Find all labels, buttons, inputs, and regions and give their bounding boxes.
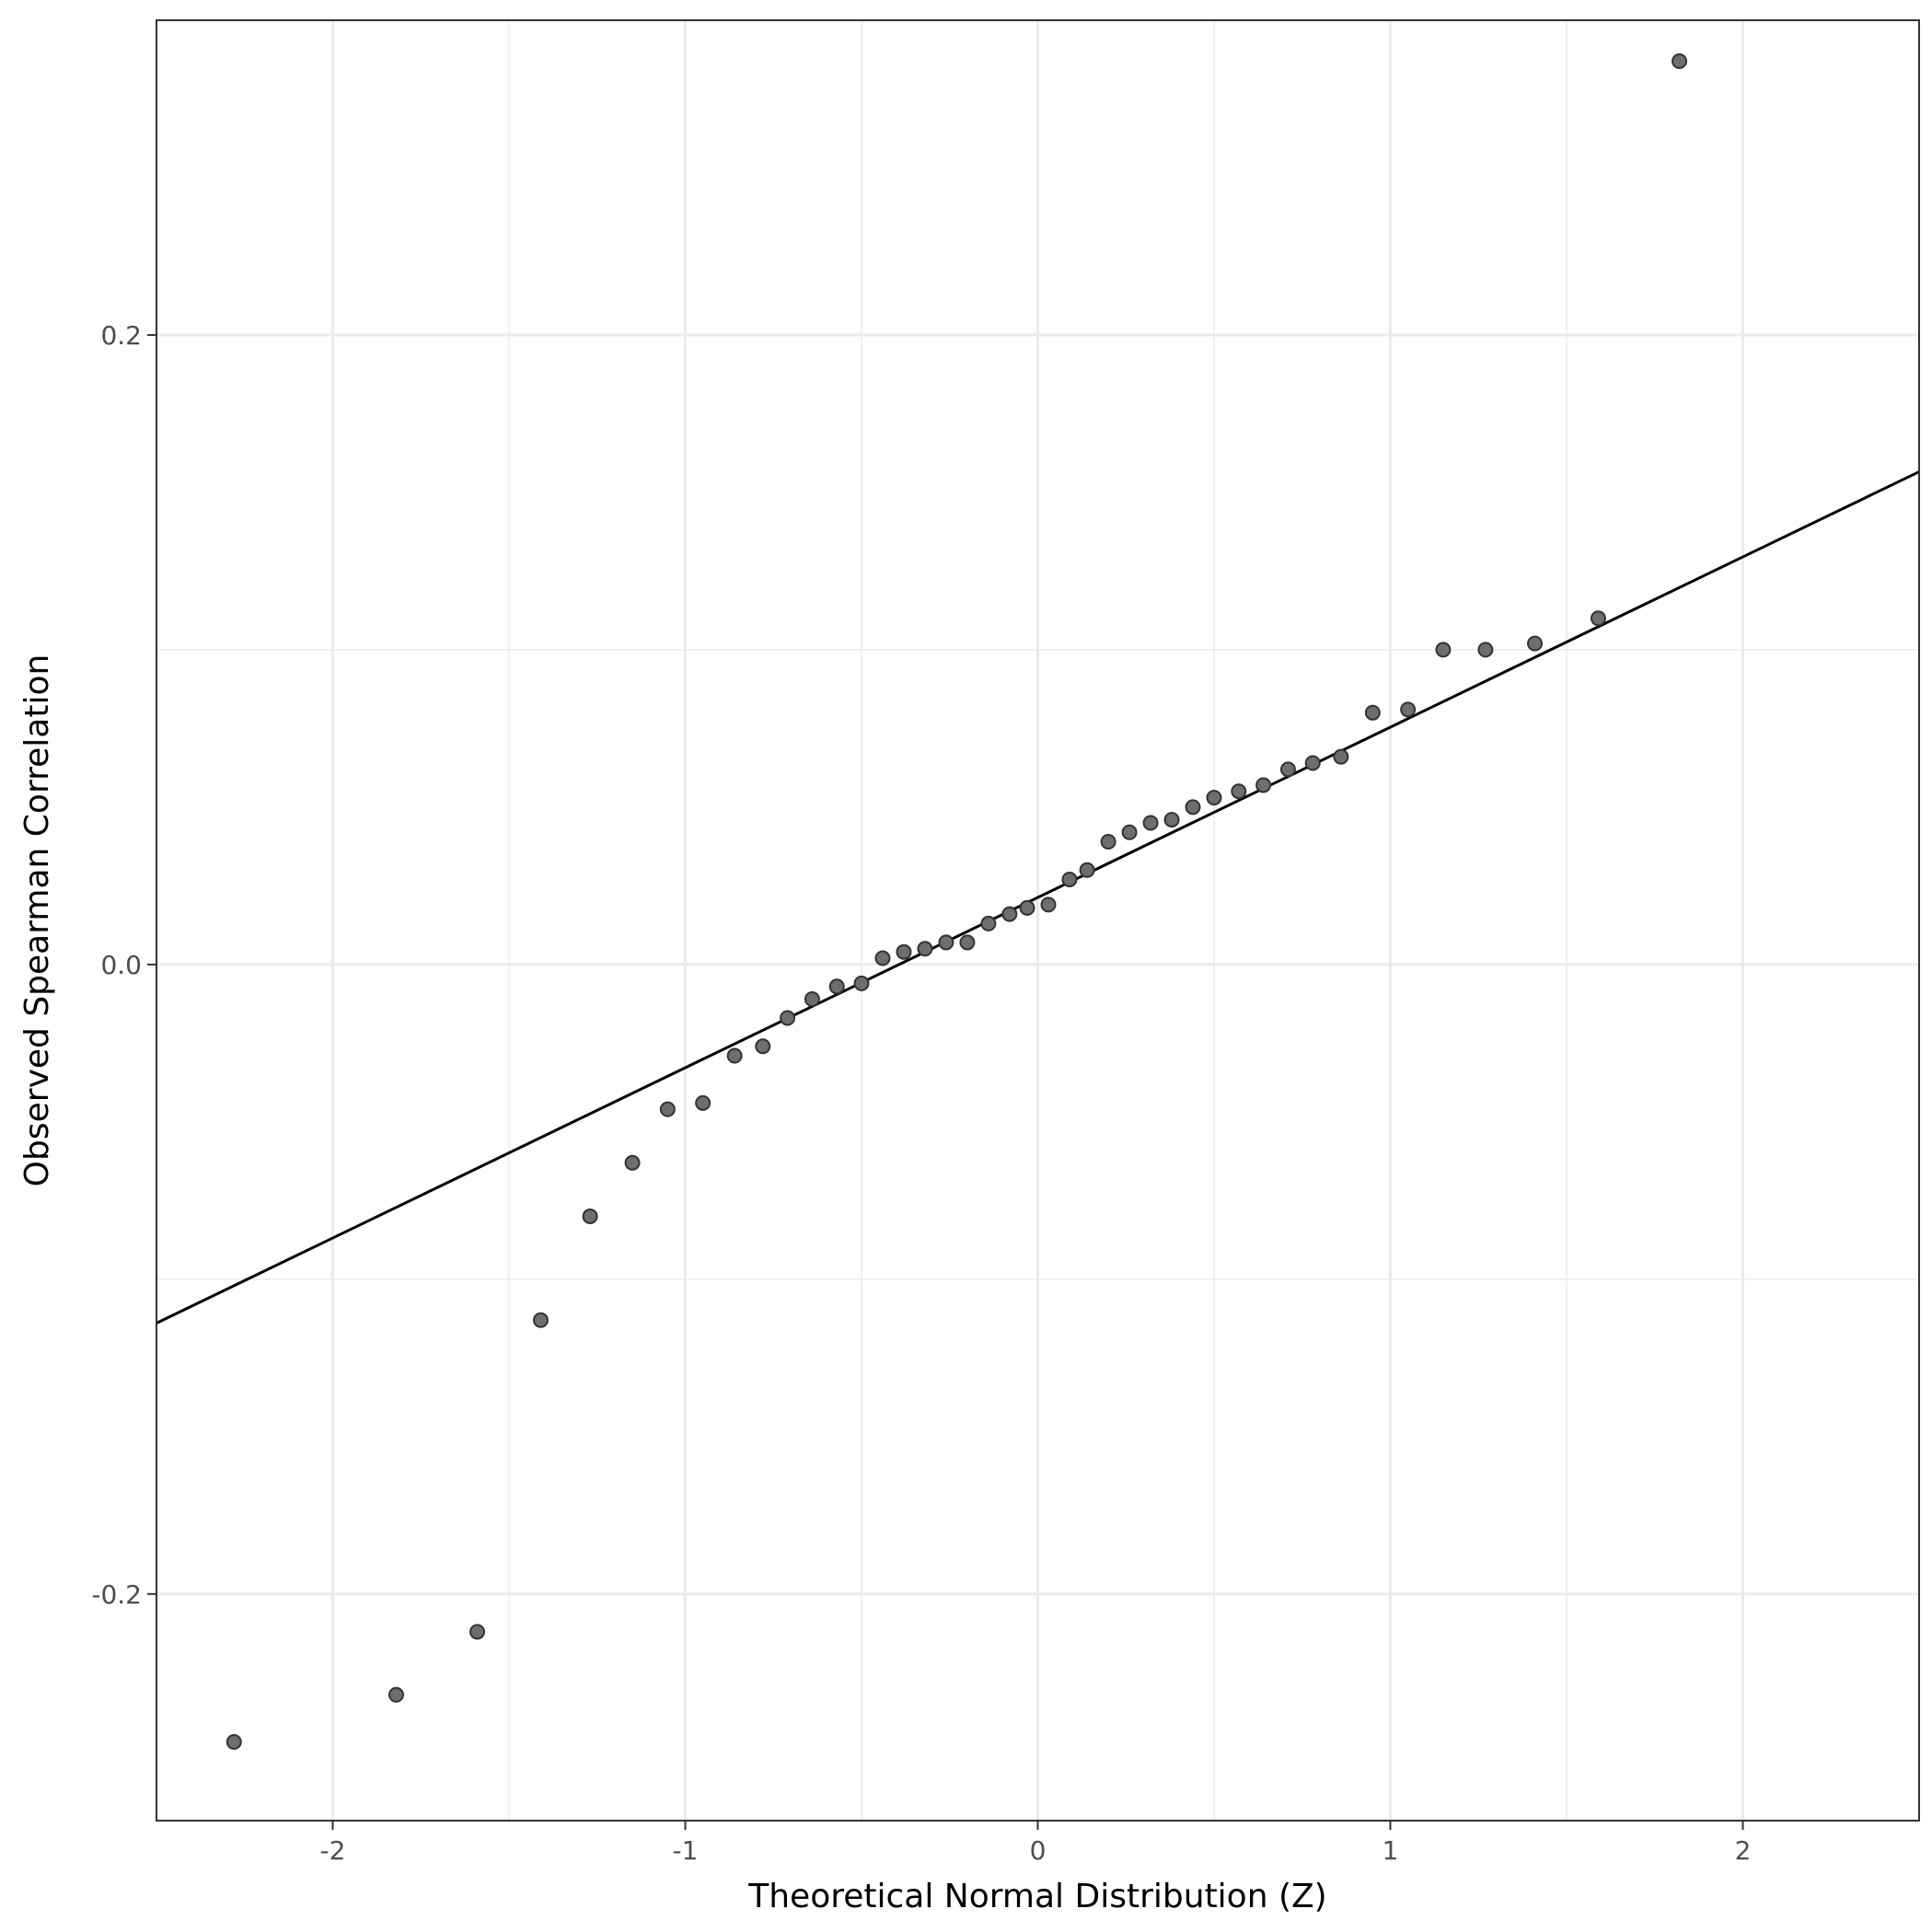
data-point [1061, 872, 1078, 888]
x-axis-title: Theoretical Normal Distribution (Z) [747, 1878, 1326, 1915]
data-point [1163, 812, 1180, 828]
data-point [659, 1101, 676, 1117]
data-point [1590, 610, 1606, 627]
data-point [804, 990, 820, 1007]
data-point [1142, 815, 1159, 831]
data-point [726, 1047, 743, 1064]
x-axis: -2 -1 0 1 2 [320, 1821, 1752, 1866]
data-point [828, 978, 845, 995]
data-points [226, 52, 1688, 1751]
data-point [582, 1208, 598, 1224]
x-tick-label: 2 [1735, 1835, 1752, 1866]
data-point [896, 943, 912, 960]
data-point [755, 1038, 771, 1055]
x-tick-label: -2 [320, 1835, 346, 1866]
data-point [853, 975, 870, 991]
data-point [1304, 755, 1321, 771]
major-gridlines [156, 20, 1919, 1821]
y-axis-title: Observed Spearman Correlation [18, 654, 56, 1187]
reference-line [156, 470, 1920, 1325]
data-point [1121, 824, 1138, 840]
data-point [1364, 704, 1381, 721]
data-point [226, 1734, 242, 1751]
data-point [1255, 777, 1272, 793]
data-point [1040, 897, 1057, 913]
data-point [1185, 799, 1201, 816]
y-tick-label: 0.2 [100, 320, 142, 351]
data-point [1333, 748, 1349, 765]
data-point [1279, 761, 1296, 778]
data-point [469, 1624, 486, 1640]
data-point [1477, 642, 1494, 658]
data-point [1435, 642, 1452, 658]
data-point [532, 1312, 549, 1328]
data-point [874, 950, 891, 966]
data-point [959, 934, 976, 951]
x-tick-label: -1 [673, 1835, 699, 1866]
y-tick-label: 0.0 [100, 950, 142, 980]
y-axis: -0.2 0.0 0.2 [91, 320, 156, 1610]
data-point [1079, 862, 1095, 878]
data-point [1527, 635, 1544, 652]
data-point [780, 1010, 796, 1026]
data-point [1019, 899, 1035, 916]
data-point [1400, 701, 1417, 718]
data-point [1206, 790, 1222, 806]
x-tick-label: 1 [1382, 1835, 1399, 1866]
data-point [695, 1094, 711, 1111]
y-tick-label: -0.2 [91, 1579, 142, 1610]
data-point [624, 1154, 641, 1171]
data-point [938, 934, 954, 951]
data-point [1231, 783, 1247, 800]
x-tick-label: 0 [1030, 1835, 1047, 1866]
data-point [1672, 52, 1688, 69]
data-point [917, 941, 933, 957]
data-point [388, 1686, 404, 1703]
data-point [980, 915, 997, 931]
data-point [1001, 906, 1018, 922]
data-point [1100, 834, 1116, 850]
